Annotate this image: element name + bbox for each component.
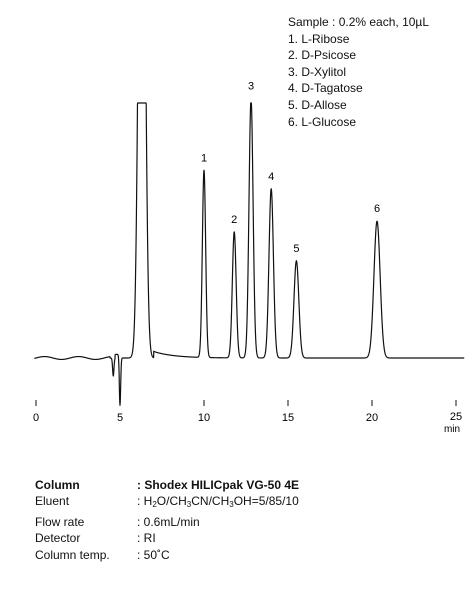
- compound-2: 2. D-Psicose: [288, 48, 357, 63]
- sample-info: Sample : 0.2% each, 10µL: [288, 15, 429, 29]
- peak-label-1: 1: [201, 152, 207, 164]
- peak-label-2: 2: [231, 214, 237, 226]
- detector-label: Detector: [35, 531, 81, 546]
- compound-4: 4. D-Tagatose: [288, 81, 363, 96]
- compound-6: 6. L-Glucose: [288, 114, 357, 129]
- compound-3: 3. D-Xylitol: [288, 64, 347, 79]
- peak-label-3: 3: [248, 81, 254, 93]
- flow-value: : 0.6mL/min: [137, 514, 200, 529]
- peak-label-4: 4: [268, 171, 274, 183]
- detector-value: : RI: [137, 531, 156, 546]
- temp-value: : 50˚C: [137, 547, 170, 562]
- x-axis-unit: min: [444, 424, 460, 435]
- sample-legend: Sample : 0.2% each, 10µL 1. L-Ribose 2. …: [288, 14, 429, 130]
- temp-row: Column temp. : 50˚C: [35, 547, 299, 563]
- x-axis: 0 5 10 15 20 25: [33, 400, 462, 424]
- chromatogram: 0 5 10 15 20 25 1 2 3 4 5 6 min: [33, 81, 465, 435]
- temp-label: Column temp.: [35, 547, 110, 562]
- flow-label: Flow rate: [35, 514, 85, 529]
- eluent-value: : H2O/CH3CN/CH3OH=5/85/10: [137, 494, 299, 510]
- detector-row: Detector : RI: [35, 530, 299, 546]
- compound-1: 1. L-Ribose: [288, 31, 350, 46]
- eluent-label: Eluent: [35, 494, 70, 509]
- x-tick-label-20: 20: [366, 412, 378, 424]
- column-label: Column: [35, 478, 80, 492]
- peak-label-6: 6: [374, 203, 380, 215]
- compound-5: 5. D-Allose: [288, 97, 347, 112]
- column-value: : Shodex HILICpak VG-50 4E: [137, 478, 300, 492]
- peak-labels: 1 2 3 4 5 6: [201, 81, 380, 255]
- peak-label-5: 5: [293, 243, 299, 255]
- flow-row: Flow rate : 0.6mL/min: [35, 514, 299, 530]
- x-tick-label-5: 5: [117, 412, 123, 424]
- conditions-table: Column : Shodex HILICpak VG-50 4E Eluent…: [35, 477, 299, 563]
- x-tick-label-0: 0: [33, 412, 39, 424]
- eluent-row: Eluent : H2O/CH3CN/CH3OH=5/85/10: [35, 493, 299, 513]
- chromatogram-trace: [33, 102, 465, 406]
- x-tick-label-10: 10: [198, 412, 210, 424]
- column-row: Column : Shodex HILICpak VG-50 4E: [35, 477, 299, 493]
- x-tick-label-15: 15: [282, 412, 294, 424]
- x-tick-label-25: 25: [450, 411, 462, 423]
